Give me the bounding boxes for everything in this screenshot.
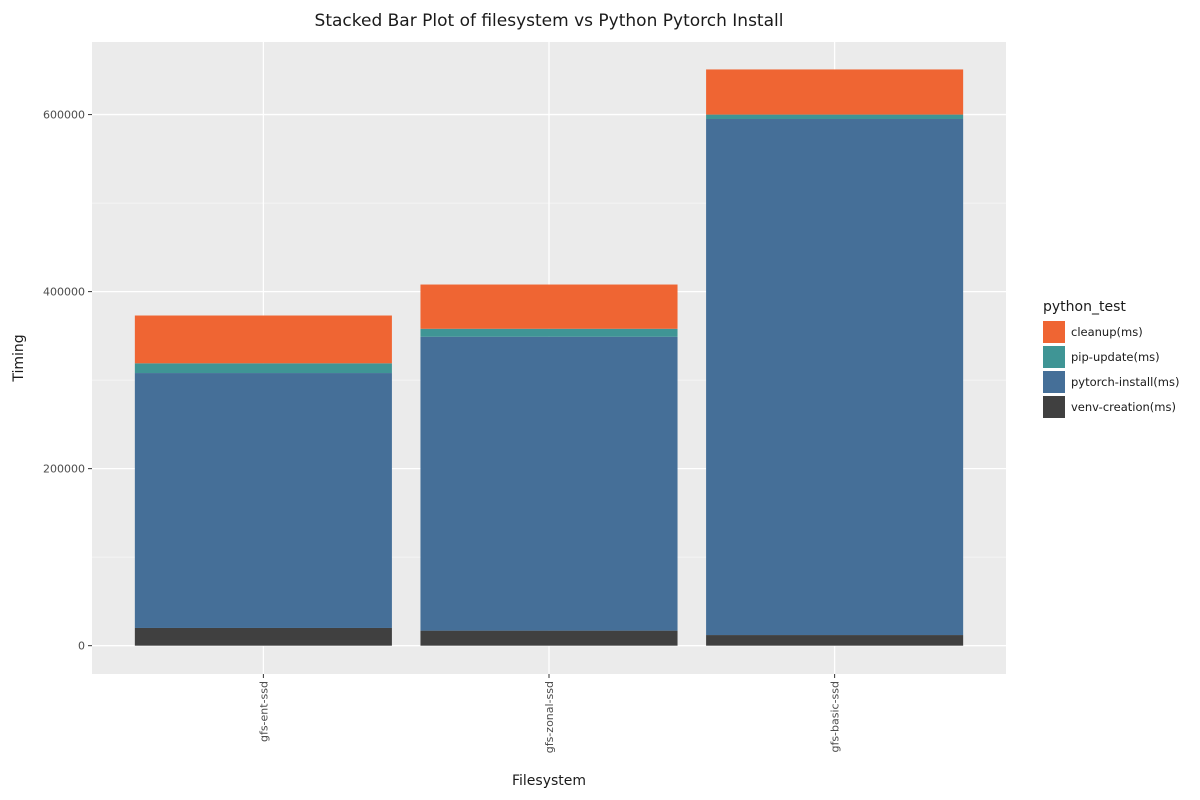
legend-swatch (1043, 371, 1065, 393)
bar-segment (420, 630, 678, 646)
bar-segment (134, 315, 392, 364)
y-axis: 0 200000 400000 600000 (43, 109, 92, 653)
x-tick-label: gfs-zonal-ssd (543, 681, 556, 753)
legend-label: pytorch-install(ms) (1071, 375, 1179, 389)
x-axis-title: Filesystem (512, 773, 586, 789)
legend-swatch (1043, 321, 1065, 343)
y-tick-label: 200000 (43, 463, 85, 476)
bar-segment (706, 69, 964, 115)
legend-title: python_test (1043, 299, 1126, 315)
bar-segment (420, 328, 678, 337)
x-axis: gfs-ent-ssd gfs-zonal-ssd gfs-basic-ssd (257, 674, 842, 753)
x-tick-label: gfs-basic-ssd (829, 681, 842, 753)
bar-segment (134, 627, 392, 646)
bar-segment (706, 635, 964, 646)
y-tick-label: 600000 (43, 109, 85, 122)
x-tick-label: gfs-ent-ssd (257, 681, 270, 742)
bar-segment (134, 373, 392, 628)
y-axis-title: Timing (11, 334, 27, 382)
y-tick-label: 0 (78, 640, 85, 653)
y-tick-label: 400000 (43, 286, 85, 299)
bar-segment (706, 114, 964, 120)
legend-label: venv-creation(ms) (1071, 400, 1176, 414)
bar-segment (420, 284, 678, 329)
legend-label: cleanup(ms) (1071, 325, 1143, 339)
legend-swatch (1043, 396, 1065, 418)
legend-swatch (1043, 346, 1065, 368)
legend-label: pip-update(ms) (1071, 350, 1160, 364)
bar-segment (420, 336, 678, 631)
bar-segment (134, 363, 392, 374)
bar-segment (706, 119, 964, 636)
legend: python_test cleanup(ms) pip-update(ms) pyt… (1043, 299, 1179, 418)
chart-title: Stacked Bar Plot of filesystem vs Python… (315, 11, 784, 31)
bars (134, 69, 964, 646)
